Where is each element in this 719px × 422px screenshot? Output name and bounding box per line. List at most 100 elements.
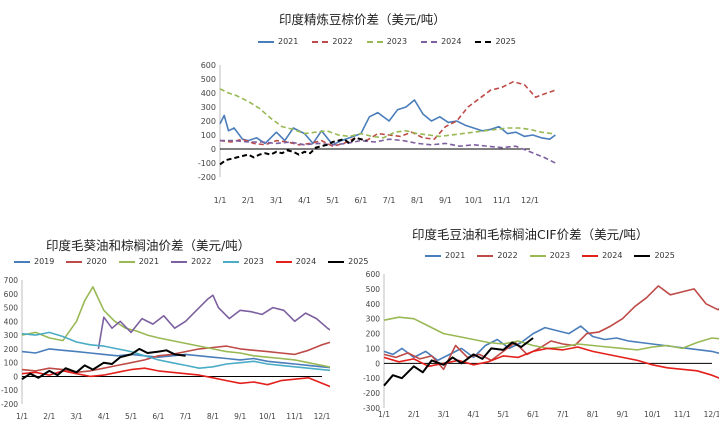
x-tick-label: 11/1 [674,410,691,419]
series-line-2024 [220,138,556,164]
series-line-2024 [21,367,330,388]
y-tick-label: -100 [198,159,216,168]
legend-item-2022: 2022 [477,251,518,260]
legend-item-2025: 2025 [634,251,675,260]
y-tick-label: -100 [1,386,18,395]
legend-swatch [328,260,345,263]
legend-item-2023: 2023 [529,251,571,260]
chart-panel-refined-soy-palm: 印度精炼豆棕价差（美元/吨） 2021 2022 2023 2024 2025 -200… [198,12,556,205]
y-tick-label: -200 [198,173,216,182]
x-tick-label: 5/1 [497,410,509,419]
y-tick-label: 100 [201,131,216,140]
y-tick-label: 500 [4,304,19,313]
legend-swatch [171,260,188,263]
legend-item-2023: 2023 [223,257,264,266]
x-tick-label: 11/1 [493,196,511,205]
chart-title: 印度毛葵油和棕榈油价差（美元/吨） [46,238,251,253]
x-tick-label: 8/1 [207,412,219,421]
x-tick-label: 1/1 [16,412,28,421]
x-tick-label: 4/1 [98,412,110,421]
legend-label: 2021 [138,257,160,266]
y-tick-label: 500 [366,285,381,294]
x-tick-label: 2/1 [43,412,55,421]
legend-swatch [118,260,135,263]
legend-swatch [223,260,240,263]
series-line-2024 [383,346,719,379]
legend-label: 2023 [549,251,571,260]
legend-swatch [275,260,292,263]
y-tick-label: 200 [201,117,216,126]
legend-swatch [477,254,494,257]
x-tick-label: 10/1 [644,410,661,419]
y-tick-label: 600 [366,270,381,279]
series-line-2020 [21,341,330,374]
x-tick-label: 3/1 [270,196,283,205]
legend-item-2021: 2021 [425,251,465,260]
legend-label: 2020 [86,257,107,266]
y-tick-label: 400 [366,300,381,309]
y-tick-label: 400 [201,89,216,98]
legend-label: 2025 [348,257,369,266]
legend-label: 2024 [441,37,462,46]
series-line-2025 [383,337,534,387]
x-tick-label: 12/1 [314,412,330,421]
y-tick-label: 600 [4,290,19,299]
x-tick-label: 6/1 [152,412,164,421]
y-tick-label: -200 [1,400,18,409]
y-tick-label: 300 [4,331,19,340]
x-tick-label: 10/1 [465,196,483,205]
legend-swatch [475,40,492,43]
chart-title: 印度毛豆油和毛棕榈油CIF价差（美元/吨） [412,227,649,242]
series-line-2022 [383,285,719,371]
x-tick-label: 8/1 [587,410,599,419]
legend-swatch [634,254,651,257]
series-line-2023 [219,88,553,139]
y-tick-label: 300 [201,103,216,112]
chart-plot: -300 -200 -100 0 100 200 300 400 500 600 1/1 2/1 3/1… [363,270,719,419]
legend-item-2021: 2021 [118,257,160,266]
x-tick-label: 10/1 [259,412,276,421]
legend-item-2021: 2021 [258,37,298,46]
y-tick-label: 400 [4,317,19,326]
x-tick-label: 7/1 [383,196,396,205]
chart-plot: -200 -100 0 100 200 300 400 500 600 700 1/1 2/1 3/1 4… [1,276,330,421]
y-tick-label: -100 [363,374,380,383]
legend-label: 2022 [191,257,212,266]
y-tick-label: 300 [366,315,381,324]
legend-label: 2024 [602,251,623,260]
y-tick-label: 100 [4,359,19,368]
y-tick-label: -300 [363,404,380,413]
x-tick-label: 2/1 [242,196,255,205]
y-tick-label: 200 [4,345,19,354]
y-tick-label: 600 [201,61,216,70]
series-line-2019 [21,348,330,369]
legend-item-2023: 2023 [366,37,408,46]
chart-panel-crude-soy-palm-cif: 印度毛豆油和毛棕榈油CIF价差（美元/吨） 2021 2022 2023 2024 20… [352,218,719,422]
x-tick-label: 2/1 [408,410,420,419]
series-line-2025 [219,136,367,166]
legend-label: 2022 [497,251,518,260]
x-tick-label: 9/1 [439,196,452,205]
x-tick-label: 12/1 [704,410,719,419]
legend-label: 2025 [654,251,675,260]
legend-swatch [582,254,599,257]
x-tick-label: 1/1 [378,410,390,419]
legend-label: 2024 [295,257,317,266]
chart-legend: 2021 2022 2023 2024 2025 [258,37,516,46]
legend-item-2024: 2024 [582,251,622,260]
legend-swatch [312,40,329,43]
legend-swatch [258,40,274,43]
series-line-2023 [383,316,719,351]
chart-plot: -200 -100 0 100 200 300 400 500 600 1/1 2/1 3/1 4/1 5… [198,61,556,205]
legend-label: 2023 [386,37,408,46]
chart-title: 印度精炼豆棕价差（美元/吨） [279,12,446,27]
legend-label: 2023 [243,257,264,266]
x-tick-label: 9/1 [617,410,629,419]
x-tick-label: 4/1 [467,410,479,419]
legend-item-2022: 2022 [171,257,211,266]
series-line-2022 [97,294,330,350]
chart-panel-sunflower-palm: 印度毛葵油和棕榈油价差（美元/吨） 2019 2020 2021 2022 2023 20… [0,228,369,422]
y-tick-label: 100 [366,344,381,353]
y-tick-label: 500 [201,75,216,84]
x-tick-label: 4/1 [298,196,311,205]
